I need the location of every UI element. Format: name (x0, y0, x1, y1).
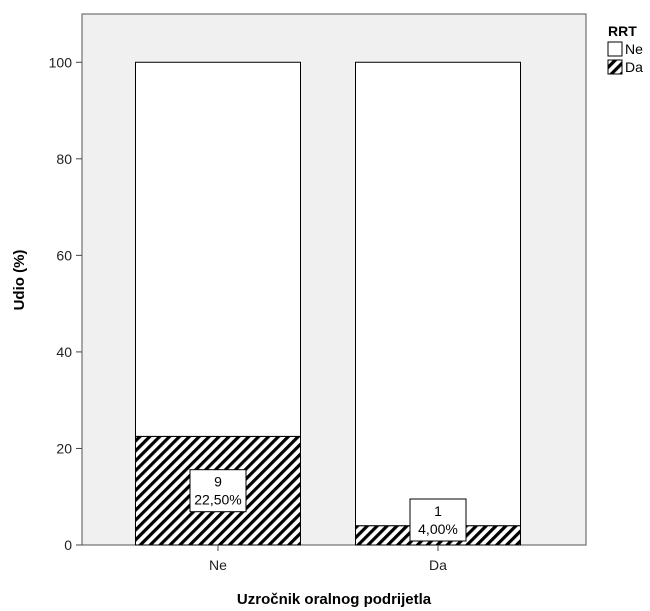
bar-segment-ne (355, 61, 521, 527)
x-axis: Ne Da (209, 545, 447, 573)
bar-segment-ne (135, 61, 301, 437)
data-label-box (189, 469, 247, 513)
y-tick-label: 80 (56, 151, 72, 167)
data-label-count: 9 (214, 474, 222, 490)
y-axis-title: Udio (%) (11, 250, 28, 311)
x-axis-title: Uzročnik oralnog podrijetla (237, 591, 432, 608)
legend-label-ne: Ne (625, 41, 643, 57)
bars (135, 61, 521, 546)
legend-label-da: Da (625, 59, 643, 75)
legend: RRT Ne Da (607, 23, 643, 75)
y-tick-label: 40 (56, 344, 72, 360)
data-label-box (409, 498, 467, 542)
data-label-count: 1 (434, 503, 442, 519)
legend-title: RRT (608, 23, 637, 39)
y-tick-label: 60 (56, 247, 72, 263)
legend-swatch-ne (607, 41, 623, 57)
data-labels: 9 22,50% 1 4,00% (189, 469, 467, 542)
x-tick-label: Da (429, 557, 447, 573)
y-axis: 0 20 40 60 80 100 (49, 54, 82, 553)
y-tick-label: 20 (56, 440, 72, 456)
y-tick-label: 0 (64, 537, 72, 553)
legend-swatch-da (607, 59, 623, 75)
data-label-percent: 22,50% (194, 492, 241, 508)
x-tick-label: Ne (209, 557, 227, 573)
legend-items: Ne Da (607, 41, 643, 75)
data-label-percent: 4,00% (418, 521, 458, 537)
y-tick-label: 100 (49, 54, 73, 70)
